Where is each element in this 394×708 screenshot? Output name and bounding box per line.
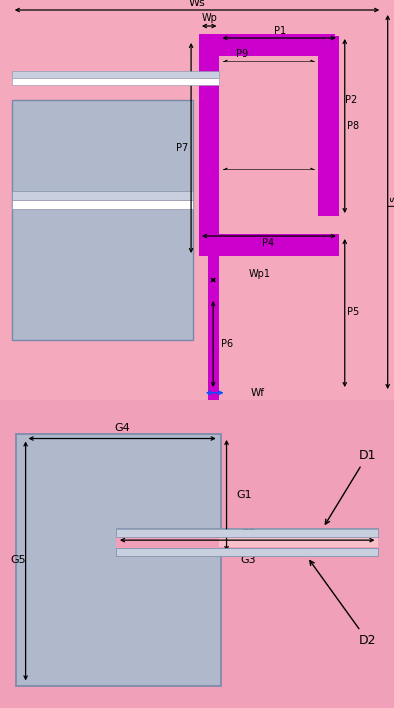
Text: Ws: Ws [189, 0, 205, 8]
Bar [12, 78, 219, 85]
Text: P1: P1 [274, 26, 286, 36]
Bar [219, 62, 318, 88]
Bar [116, 548, 378, 556]
Bar [16, 434, 221, 687]
Text: P4: P4 [262, 238, 274, 249]
Text: P8: P8 [348, 121, 359, 131]
Text: G1: G1 [236, 491, 252, 501]
Text: G3: G3 [240, 554, 256, 564]
Bar [12, 191, 193, 200]
Text: Wp1: Wp1 [248, 269, 270, 279]
Bar [12, 71, 219, 78]
Bar [116, 537, 378, 548]
Text: D1: D1 [325, 449, 376, 524]
Bar [208, 252, 219, 400]
Text: D2: D2 [310, 561, 376, 646]
Text: P7: P7 [176, 143, 189, 153]
Bar [116, 537, 219, 548]
Bar [199, 40, 219, 256]
Text: G2: G2 [240, 529, 256, 539]
Bar [116, 549, 378, 556]
Text: Ls: Ls [388, 194, 394, 206]
Bar [12, 100, 193, 340]
Bar [219, 116, 318, 142]
Text: P6: P6 [221, 339, 233, 349]
Text: G4: G4 [114, 423, 130, 433]
Text: P3: P3 [266, 173, 278, 183]
Bar [116, 528, 378, 537]
Text: P2: P2 [345, 95, 357, 105]
Bar [199, 35, 335, 56]
Text: P9: P9 [236, 49, 249, 59]
Text: Wp: Wp [201, 13, 217, 23]
Text: P5: P5 [347, 307, 360, 317]
Bar [12, 200, 193, 209]
Bar [318, 36, 339, 216]
Bar [199, 234, 339, 256]
Bar [219, 170, 318, 196]
Text: G5: G5 [10, 555, 26, 565]
Bar [116, 529, 378, 537]
Bar [116, 538, 378, 547]
Text: Wf: Wf [250, 388, 264, 398]
